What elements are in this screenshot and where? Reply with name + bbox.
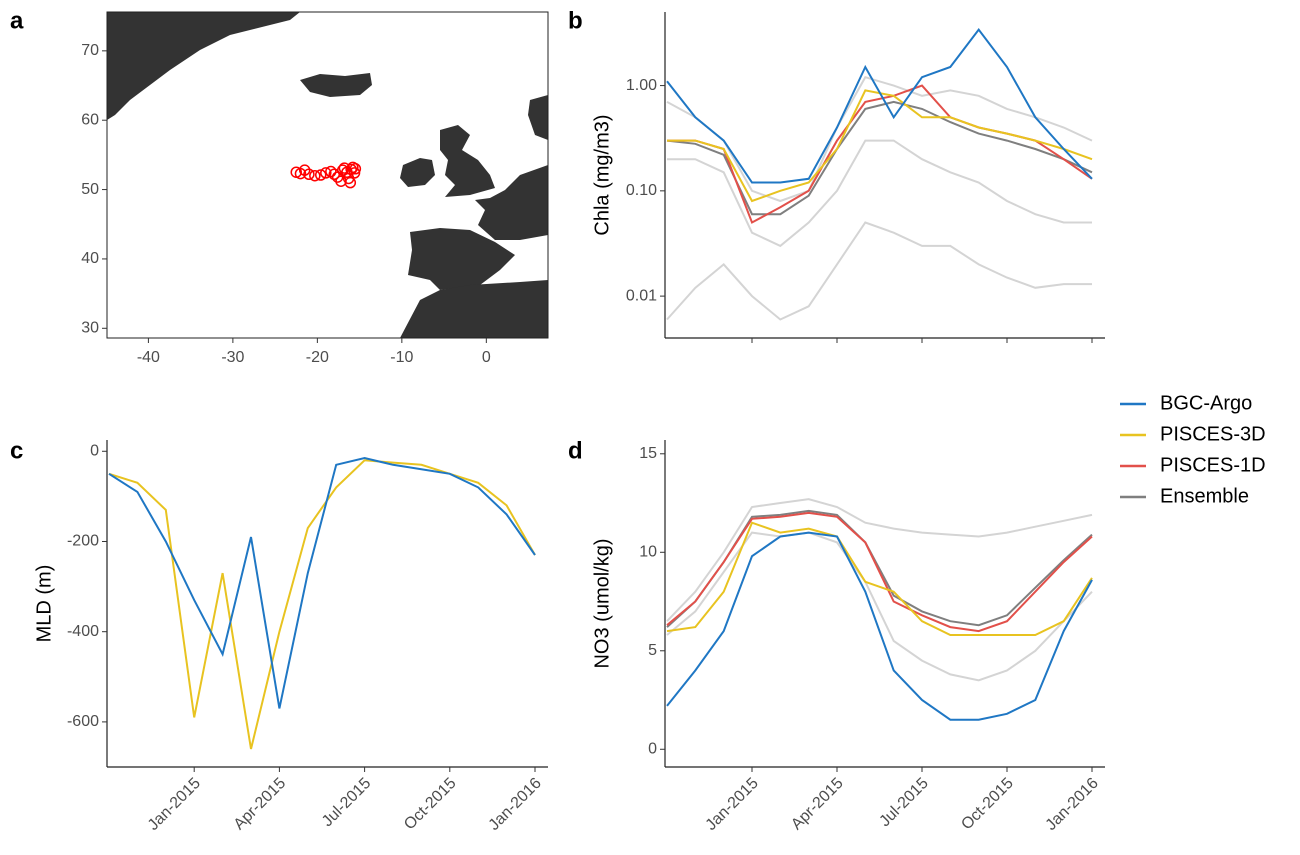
panel-label: a — [10, 7, 24, 34]
map-land — [107, 12, 548, 338]
africa — [400, 280, 548, 338]
x-tick-label: -10 — [390, 349, 413, 366]
europe — [475, 165, 548, 240]
float-position — [309, 169, 321, 182]
y-tick-label: 60 — [81, 111, 99, 128]
float-position — [349, 163, 362, 175]
panel-label: b — [568, 7, 583, 34]
x-tick-label: Jan-2015 — [145, 775, 204, 834]
greenland — [107, 12, 300, 120]
x-tick-label: Oct-2015 — [401, 775, 460, 834]
ensemble-member-line — [666, 76, 1093, 203]
ensemble-member-line — [667, 139, 1092, 248]
norway — [528, 95, 548, 140]
x-tick-label: Jan-2016 — [486, 775, 545, 834]
y-tick-label: 1.00 — [626, 77, 657, 94]
series-line — [666, 531, 1093, 721]
series-line — [666, 27, 1093, 184]
x-tick-label: Jan-2015 — [703, 775, 762, 834]
y-tick-label: 0.01 — [626, 287, 657, 304]
x-tick-label: Apr-2015 — [788, 775, 847, 834]
float-position — [325, 165, 337, 178]
y-tick-label: 50 — [81, 181, 99, 198]
float-position — [314, 169, 327, 181]
y-axis-title: Chla (mg/m3) — [591, 114, 613, 235]
legend-label: PISCES-3D — [1160, 423, 1266, 445]
iberia — [408, 228, 515, 290]
y-tick-label: -600 — [67, 713, 99, 730]
x-tick-label: Apr-2015 — [231, 775, 290, 834]
series-line — [666, 100, 1093, 216]
y-tick-label: -400 — [67, 623, 99, 640]
float-position — [303, 168, 315, 181]
y-axis-title: NO3 (umol/kg) — [591, 538, 613, 668]
y-tick-label: -200 — [67, 533, 99, 550]
x-tick-label: Jul-2015 — [876, 775, 932, 831]
ireland — [400, 158, 435, 187]
x-tick-label: Jan-2016 — [1043, 775, 1102, 834]
series-line — [108, 459, 536, 750]
legend-label: PISCES-1D — [1160, 454, 1266, 476]
ensemble-member-line — [666, 531, 1093, 682]
y-tick-label: 15 — [639, 445, 657, 462]
y-axis-title: MLD (m) — [33, 565, 55, 643]
y-tick-label: 5 — [648, 642, 657, 659]
iceland — [300, 73, 372, 97]
y-tick-label: 0 — [648, 740, 657, 757]
series-line — [667, 89, 1093, 203]
britain — [440, 125, 495, 197]
ensemble-member-line — [666, 498, 1093, 622]
series-line — [108, 456, 536, 709]
y-tick-label: 40 — [81, 250, 99, 267]
ensemble-member-line — [666, 221, 1092, 321]
series-line — [666, 511, 1093, 633]
x-tick-label: -40 — [137, 349, 160, 366]
x-tick-label: -20 — [306, 349, 329, 366]
x-tick-label: Oct-2015 — [958, 775, 1017, 834]
float-position — [348, 167, 361, 179]
panel-label: c — [10, 437, 23, 464]
float-position — [320, 167, 332, 179]
x-tick-label: 0 — [482, 349, 491, 366]
y-tick-label: 70 — [81, 42, 99, 59]
float-position — [345, 163, 357, 176]
x-tick-label: Jul-2015 — [319, 775, 375, 831]
float-position — [344, 176, 357, 189]
y-tick-label: 10 — [639, 544, 657, 561]
legend-label: Ensemble — [1160, 485, 1249, 507]
plot-frame — [106, 11, 549, 339]
series-line — [666, 521, 1093, 636]
legend-label: BGC-Argo — [1160, 392, 1252, 414]
panel-label: d — [568, 437, 583, 464]
y-tick-label: 0 — [90, 442, 99, 459]
y-tick-label: 0.10 — [626, 182, 657, 199]
x-tick-label: -30 — [221, 349, 244, 366]
y-tick-label: 30 — [81, 320, 99, 337]
